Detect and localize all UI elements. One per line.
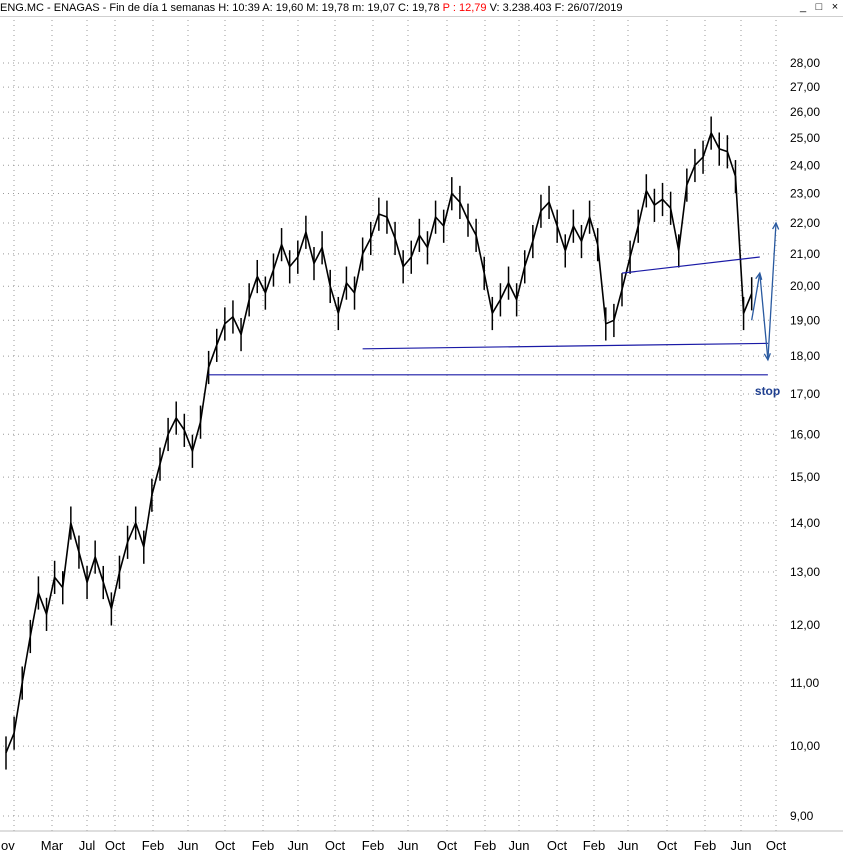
price-series: [5, 116, 753, 770]
x-tick-label: Feb: [252, 838, 274, 851]
projection-arrow: [751, 272, 761, 321]
window-controls: _ □ ×: [797, 1, 841, 15]
x-tick-label: Jun: [731, 838, 752, 851]
title-bar: ENG.MC - ENAGAS - Fin de día 1 semanas H…: [0, 0, 843, 17]
x-tick-label: Oct: [657, 838, 678, 851]
x-tick-label: ov: [1, 838, 15, 851]
x-tick-label: Feb: [583, 838, 605, 851]
y-tick-label: 21,00: [790, 247, 820, 261]
y-tick-label: 25,00: [790, 131, 820, 145]
stop-label: stop: [755, 384, 780, 398]
trend-line: [621, 256, 760, 274]
y-tick-label: 28,00: [790, 56, 820, 70]
x-tick-label: Oct: [547, 838, 568, 851]
x-tick-label: Jun: [288, 838, 309, 851]
chart-grid: [3, 20, 777, 831]
x-tick-label: Feb: [142, 838, 164, 851]
x-tick-label: Jul: [79, 838, 96, 851]
y-tick-label: 14,00: [790, 516, 820, 530]
x-tick-label: Oct: [105, 838, 126, 851]
x-tick-label: Oct: [766, 838, 787, 851]
x-tick-label: Feb: [694, 838, 716, 851]
y-tick-label: 16,00: [790, 427, 820, 441]
y-tick-label: 13,00: [790, 565, 820, 579]
x-tick-label: Mar: [41, 838, 64, 851]
y-tick-label: 9,00: [790, 809, 814, 823]
maximize-button[interactable]: □: [815, 1, 823, 13]
x-tick-label: Jun: [398, 838, 419, 851]
close-button[interactable]: ×: [831, 1, 839, 13]
x-tick-label: Jun: [618, 838, 639, 851]
y-tick-label: 10,00: [790, 739, 820, 753]
x-tick-label: Oct: [437, 838, 458, 851]
x-tick-label: Feb: [362, 838, 384, 851]
y-tick-label: 15,00: [790, 470, 820, 484]
x-tick-label: Oct: [215, 838, 236, 851]
chart-annotations: stop: [208, 221, 780, 398]
support-line: [362, 342, 768, 350]
x-tick-label: Jun: [509, 838, 530, 851]
y-tick-label: 19,00: [790, 313, 820, 327]
y-tick-label: 26,00: [790, 105, 820, 119]
y-tick-label: 20,00: [790, 279, 820, 293]
x-tick-label: Feb: [474, 838, 496, 851]
y-tick-label: 17,00: [790, 387, 820, 401]
y-tick-label: 27,00: [790, 80, 820, 94]
y-tick-label: 12,00: [790, 618, 820, 632]
y-tick-label: 23,00: [790, 187, 820, 201]
y-tick-label: 18,00: [790, 349, 820, 363]
y-tick-label: 24,00: [790, 158, 820, 172]
x-tick-label: Oct: [325, 838, 346, 851]
y-tick-label: 22,00: [790, 216, 820, 230]
title-suffix: V: 3.238.403 F: 26/07/2019: [486, 2, 623, 14]
title-p-value: P : 12,79: [442, 2, 487, 14]
title-prefix: ENG.MC - ENAGAS - Fin de día 1 semanas H…: [0, 2, 443, 14]
x-tick-label: Jun: [178, 838, 199, 851]
y-axis: 9,00 10,00 11,00 12,00 13,00 14,00 15,00 16,00 1…: [790, 56, 820, 823]
projection-arrow: [767, 222, 777, 360]
y-tick-label: 11,00: [790, 676, 819, 690]
projection-arrow: [759, 273, 769, 360]
x-axis: ov Mar Jul Oct Feb Jun Oct Feb Jun Oct Feb Jun Oct Fe…: [0, 830, 843, 851]
minimize-button[interactable]: _: [799, 1, 807, 13]
price-line: [5, 132, 753, 754]
arrow-head: [772, 221, 780, 230]
window-title: ENG.MC - ENAGAS - Fin de día 1 semanas H…: [0, 0, 623, 16]
